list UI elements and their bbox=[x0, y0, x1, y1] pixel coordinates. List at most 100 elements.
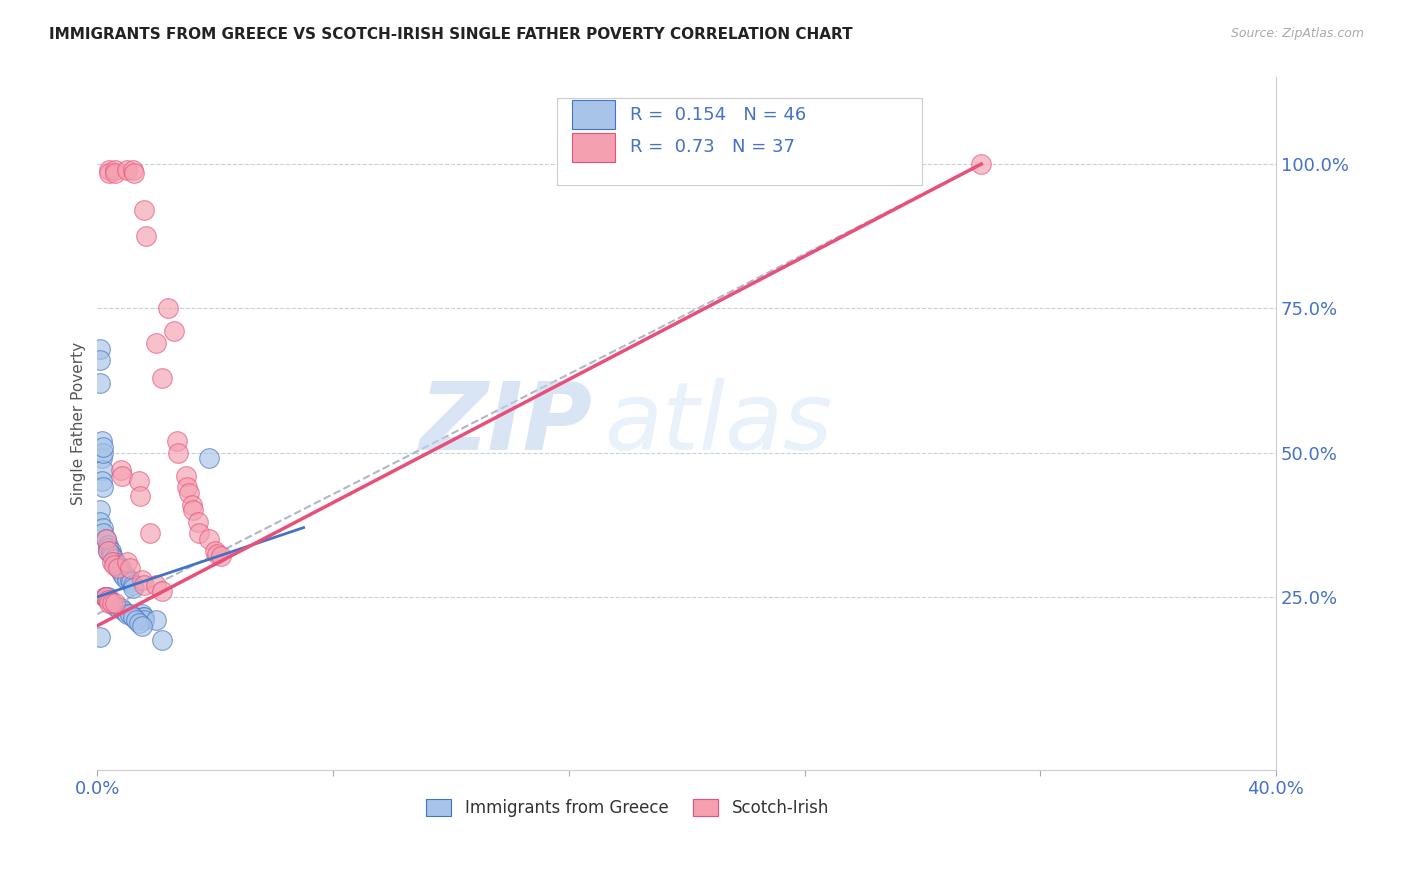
Point bbox=[97, 543, 120, 558]
Point bbox=[131, 618, 153, 632]
Point bbox=[100, 547, 122, 561]
Point bbox=[145, 613, 167, 627]
Point bbox=[198, 532, 221, 546]
Point bbox=[104, 166, 127, 180]
Point bbox=[91, 526, 114, 541]
Point bbox=[91, 463, 114, 477]
Point bbox=[198, 451, 221, 466]
Point bbox=[101, 596, 124, 610]
Point bbox=[115, 162, 138, 177]
Point bbox=[128, 475, 150, 489]
Point bbox=[97, 538, 120, 552]
Point bbox=[96, 590, 118, 604]
Point bbox=[110, 564, 132, 578]
Point bbox=[104, 162, 127, 177]
Text: ZIP: ZIP bbox=[419, 377, 592, 470]
Point bbox=[188, 526, 211, 541]
Point bbox=[205, 547, 228, 561]
Point bbox=[118, 573, 141, 587]
Point bbox=[100, 543, 122, 558]
Point bbox=[131, 607, 153, 622]
Point bbox=[124, 613, 146, 627]
Point bbox=[101, 549, 124, 564]
Point bbox=[115, 569, 138, 583]
Text: atlas: atlas bbox=[605, 378, 832, 469]
Point bbox=[129, 489, 152, 503]
Point bbox=[121, 162, 143, 177]
Point bbox=[104, 599, 127, 613]
Point bbox=[107, 601, 129, 615]
Point bbox=[145, 335, 167, 350]
Point bbox=[131, 573, 153, 587]
Point bbox=[139, 526, 162, 541]
Point bbox=[90, 451, 112, 466]
Point bbox=[101, 555, 124, 569]
Point bbox=[93, 590, 115, 604]
Point bbox=[121, 581, 143, 595]
FancyBboxPatch shape bbox=[572, 133, 614, 162]
Point bbox=[91, 480, 114, 494]
Point bbox=[90, 475, 112, 489]
Point bbox=[118, 607, 141, 622]
Point bbox=[98, 166, 121, 180]
Point bbox=[204, 543, 226, 558]
Point bbox=[96, 590, 118, 604]
Point bbox=[104, 596, 127, 610]
Point bbox=[96, 532, 118, 546]
Point bbox=[112, 604, 135, 618]
Point bbox=[120, 575, 142, 590]
Point bbox=[103, 558, 125, 573]
Point bbox=[157, 301, 180, 316]
Point bbox=[134, 203, 156, 218]
Point bbox=[97, 541, 120, 555]
Point bbox=[111, 566, 134, 581]
Point bbox=[121, 610, 143, 624]
Point bbox=[110, 463, 132, 477]
Text: R =  0.73   N = 37: R = 0.73 N = 37 bbox=[630, 138, 794, 156]
Legend: Immigrants from Greece, Scotch-Irish: Immigrants from Greece, Scotch-Irish bbox=[419, 792, 835, 824]
Point bbox=[89, 630, 111, 644]
Point bbox=[104, 555, 127, 569]
Point bbox=[98, 596, 121, 610]
Point bbox=[118, 561, 141, 575]
Point bbox=[112, 569, 135, 583]
Point bbox=[101, 596, 124, 610]
Point bbox=[176, 480, 198, 494]
Point bbox=[115, 573, 138, 587]
Point bbox=[107, 561, 129, 575]
Point bbox=[89, 515, 111, 529]
Point bbox=[97, 592, 120, 607]
Point bbox=[98, 592, 121, 607]
Point bbox=[180, 498, 202, 512]
Point bbox=[167, 445, 190, 459]
Point bbox=[89, 353, 111, 368]
Point bbox=[93, 590, 115, 604]
Point bbox=[90, 434, 112, 448]
Y-axis label: Single Father Poverty: Single Father Poverty bbox=[72, 343, 86, 505]
Point bbox=[89, 342, 111, 356]
Point bbox=[134, 610, 156, 624]
Point bbox=[89, 376, 111, 391]
Point bbox=[970, 157, 993, 171]
Point bbox=[96, 532, 118, 546]
FancyBboxPatch shape bbox=[572, 100, 614, 129]
Point bbox=[89, 503, 111, 517]
Text: Source: ZipAtlas.com: Source: ZipAtlas.com bbox=[1230, 27, 1364, 40]
Point bbox=[134, 613, 156, 627]
Point bbox=[166, 434, 188, 448]
Point bbox=[110, 561, 132, 575]
Point bbox=[97, 590, 120, 604]
Point bbox=[121, 578, 143, 592]
Text: R =  0.154   N = 46: R = 0.154 N = 46 bbox=[630, 106, 806, 124]
Point bbox=[174, 468, 197, 483]
Point bbox=[163, 324, 186, 338]
Point bbox=[91, 440, 114, 454]
Point bbox=[91, 445, 114, 459]
Point bbox=[115, 555, 138, 569]
Point bbox=[135, 229, 157, 244]
Point bbox=[122, 166, 145, 180]
Point bbox=[181, 503, 204, 517]
Text: IMMIGRANTS FROM GREECE VS SCOTCH-IRISH SINGLE FATHER POVERTY CORRELATION CHART: IMMIGRANTS FROM GREECE VS SCOTCH-IRISH S… bbox=[49, 27, 853, 42]
Point bbox=[186, 515, 208, 529]
Point bbox=[110, 601, 132, 615]
